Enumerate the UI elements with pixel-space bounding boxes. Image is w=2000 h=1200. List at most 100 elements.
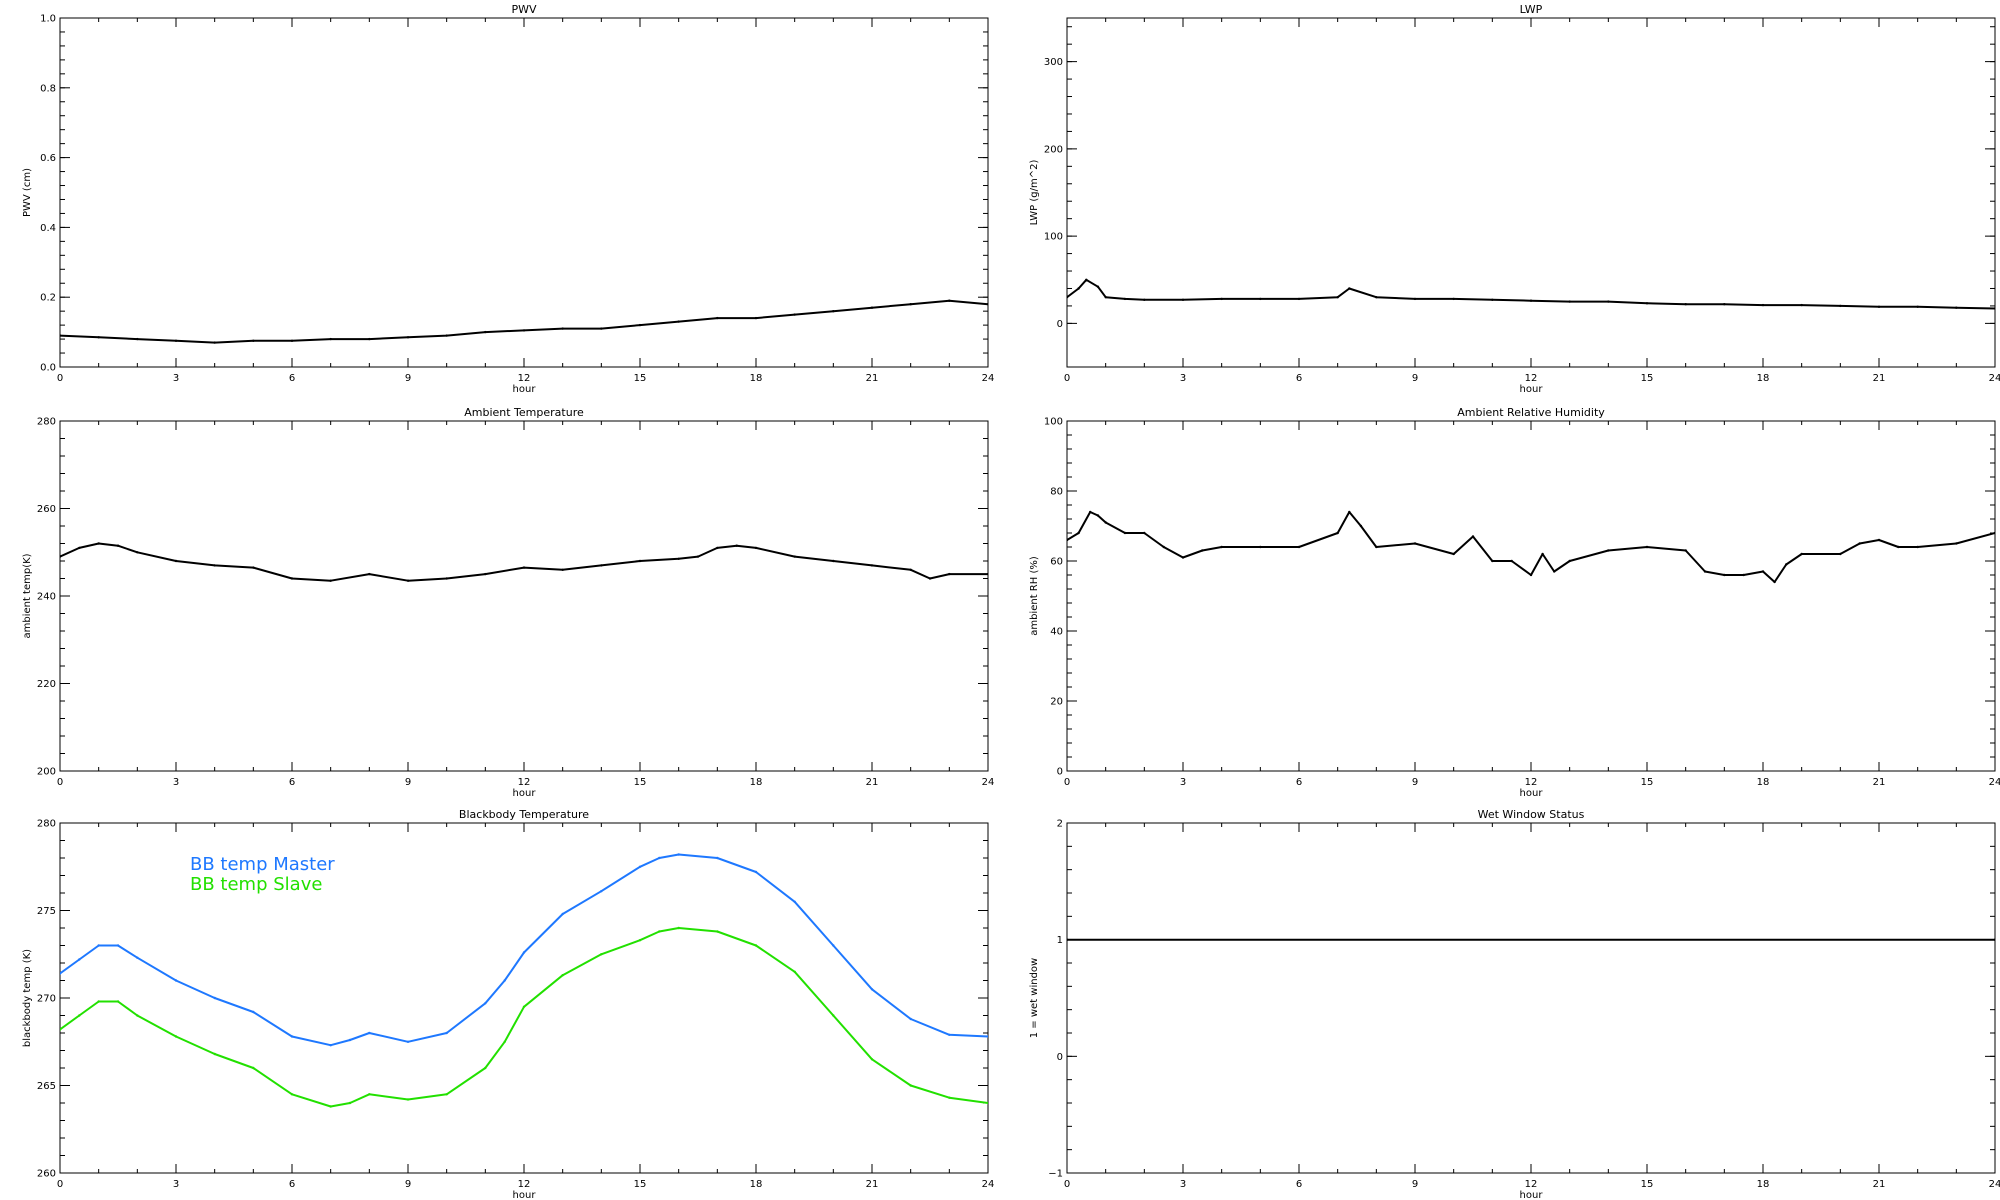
data-point [1413,297,1417,301]
y-tick-label: 0.0 [40,363,56,374]
legend-entry: BB temp Slave [190,874,322,895]
x-tick-label: 24 [1989,777,2000,788]
data-point [329,1105,332,1108]
panel-bb-temp: Blackbody Temperature 0 3 6 9 12 15 18 21 24 hour 2… [22,808,994,1200]
x-tick-label: 6 [289,777,295,788]
y-tick-label: 20 [1050,697,1063,708]
x-tick-label: 21 [866,777,879,788]
x-axis-label: hour [513,1190,537,1200]
data-point [1096,285,1100,288]
data-point [1761,570,1765,573]
panel-pwv: PWV 0 3 6 9 12 15 18 21 24 hour 0.0 0.2 0.4 0.6 0.8 1.0 P… [22,3,994,395]
y-tick-label: 260 [37,1169,56,1180]
data-point [1839,552,1842,556]
x-tick-label: 21 [1873,373,1886,384]
data-point [1568,300,1571,303]
data-point [1491,298,1494,301]
x-axis-label: hour [1520,788,1544,799]
y-tick-label: 260 [37,504,56,515]
data-point [677,926,680,930]
data-point [1162,545,1165,549]
data-point [368,572,371,576]
data-point [986,1035,988,1038]
y-tick-label: 2 [1057,819,1063,830]
x-axis-label: hour [1520,384,1544,395]
x-tick-label: 24 [982,777,995,788]
x-tick-label: 9 [1412,373,1418,384]
data-point [1259,297,1262,301]
y-axis-label: ambient temp(K) [22,553,33,638]
chart-title: Ambient Temperature [464,406,584,419]
data-point [1529,299,1533,302]
data-point [368,1031,371,1035]
data-point [870,988,874,991]
data-point [97,336,100,339]
data-point [406,1040,410,1044]
data-point [1348,510,1351,514]
data-point [136,551,139,554]
data-point [948,299,951,302]
x-tick-label: 18 [750,373,763,384]
data-point [97,944,100,947]
data-point [1541,552,1544,556]
x-tick-label: 3 [173,1179,179,1190]
data-point [1491,559,1494,563]
x-tick-label: 6 [1296,1179,1302,1190]
data-point [1993,938,1995,941]
data-point [290,339,294,342]
data-point [1645,545,1649,549]
data-point [716,316,719,320]
data-point [1839,304,1842,308]
data-point [406,1098,410,1101]
data-point [638,559,642,563]
y-tick-label: 0.8 [40,83,56,94]
data-point [522,566,526,569]
data-point [658,930,661,933]
x-tick-label: 18 [1757,777,1770,788]
data-point [696,555,700,558]
data-point [1067,296,1069,299]
x-tick-label: 21 [1873,1179,1886,1190]
data-point [677,557,680,560]
x-tick-label: 15 [1641,777,1654,788]
data-point [1955,306,1958,309]
x-tick-label: 6 [289,373,295,384]
y-axis-label: ambient RH (%) [1029,556,1040,636]
data-point [213,564,216,567]
y-tick-label: 60 [1050,557,1063,568]
data-point [1684,303,1687,306]
data-point [174,559,178,563]
x-tick-label: 9 [405,777,411,788]
data-point [1877,538,1881,542]
data-point [832,1014,835,1017]
x-axis-label: hour [513,384,537,395]
data-point [1742,573,1745,577]
data-point [406,579,410,582]
x-tick-label: 24 [1989,373,2000,384]
y-tick-label: 40 [1050,627,1063,638]
data-point [638,323,642,327]
data-point [503,979,506,982]
x-axis-label: hour [513,788,537,799]
data-point [1529,573,1533,577]
x-tick-label: 9 [1412,777,1418,788]
data-point [484,330,487,334]
data-point [1297,545,1301,549]
data-point [252,1066,255,1070]
data-point [445,334,448,337]
data-point [522,1005,526,1008]
data-point [1104,521,1107,524]
data-point [445,1031,448,1035]
data-point [561,568,564,571]
y-tick-label: 265 [37,1081,56,1092]
data-point [290,577,294,580]
data-point [1723,573,1726,577]
x-tick-label: 24 [982,373,995,384]
data-point [1096,514,1100,517]
data-point [97,1000,100,1003]
data-point [348,1101,352,1105]
data-point [60,334,62,337]
data-point [1067,538,1069,542]
data-point [832,310,835,313]
x-tick-label: 18 [1757,1179,1770,1190]
